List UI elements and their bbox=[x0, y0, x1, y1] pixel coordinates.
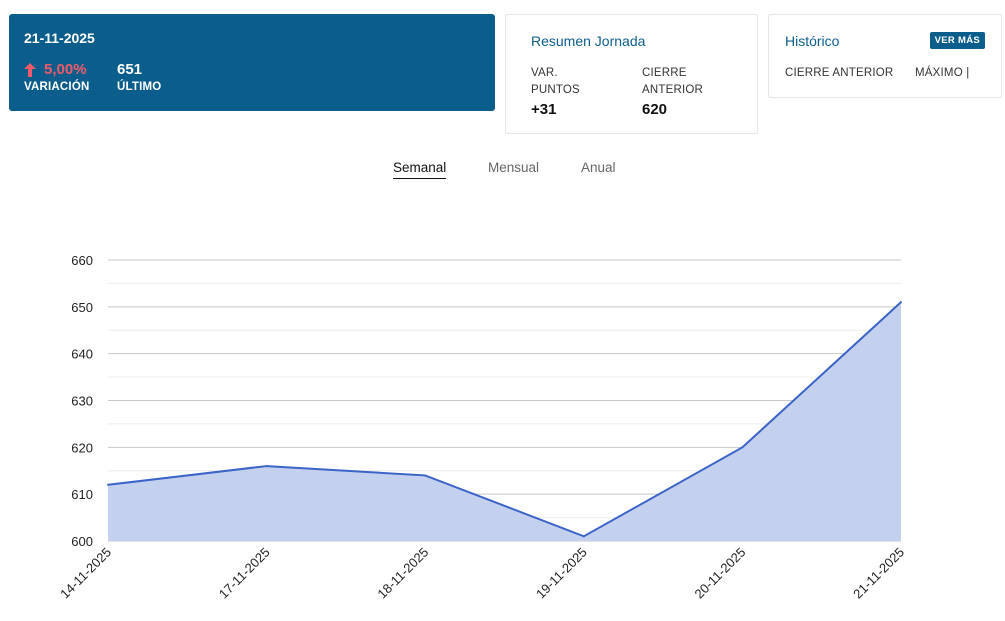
period-tabs: Semanal Mensual Anual bbox=[0, 160, 1005, 182]
x-tick-label: 14-11-2025 bbox=[57, 545, 114, 602]
change-percent: 5,00% bbox=[44, 61, 87, 78]
change-label: VARIACIÓN bbox=[24, 81, 90, 93]
y-tick-label: 620 bbox=[71, 440, 93, 455]
quote-date: 21-11-2025 bbox=[24, 30, 95, 46]
y-tick-label: 600 bbox=[71, 534, 93, 549]
var-points-label: VAR. PUNTOS bbox=[531, 67, 580, 96]
data-point bbox=[107, 483, 109, 486]
tab-monthly[interactable]: Mensual bbox=[488, 160, 540, 175]
area-fill bbox=[108, 302, 901, 541]
arrow-up-icon bbox=[24, 62, 36, 77]
quote-summary-card: 21-11-2025 5,00% VARIACIÓN 651 ÚLTIMO bbox=[9, 14, 495, 111]
data-point bbox=[265, 465, 268, 468]
last-label: ÚLTIMO bbox=[117, 81, 162, 93]
data-point bbox=[741, 446, 744, 449]
x-tick-label: 18-11-2025 bbox=[374, 545, 431, 602]
data-point bbox=[900, 301, 902, 304]
change-row: 5,00% bbox=[24, 61, 87, 78]
y-tick-label: 640 bbox=[71, 347, 93, 362]
y-tick-label: 660 bbox=[71, 253, 93, 268]
history-panel: Histórico VER MÁS CIERRE ANTERIOR MÁXIMO… bbox=[768, 14, 1002, 98]
var-points-value: +31 bbox=[531, 101, 557, 118]
x-tick-label: 20-11-2025 bbox=[692, 545, 749, 602]
history-title: Histórico bbox=[785, 33, 840, 49]
tab-yearly[interactable]: Anual bbox=[581, 160, 616, 175]
see-more-button[interactable]: VER MÁS bbox=[929, 32, 985, 49]
session-summary-title: Resumen Jornada bbox=[531, 33, 646, 49]
y-tick-label: 650 bbox=[71, 300, 93, 315]
previous-close-label: CIERRE ANTERIOR bbox=[642, 67, 704, 96]
history-max-label: MÁXIMO | bbox=[915, 67, 970, 79]
previous-close-value: 620 bbox=[642, 101, 668, 118]
x-tick-label: 17-11-2025 bbox=[216, 545, 273, 602]
x-tick-label: 21-11-2025 bbox=[850, 545, 907, 602]
tab-weekly[interactable]: Semanal bbox=[393, 160, 447, 179]
y-tick-label: 610 bbox=[71, 487, 93, 502]
last-value: 651 bbox=[117, 61, 143, 78]
session-summary-panel: Resumen Jornada VAR. PUNTOS +31 CIERRE A… bbox=[505, 14, 758, 134]
data-point bbox=[582, 535, 585, 538]
y-tick-label: 630 bbox=[71, 394, 93, 409]
series-line bbox=[107, 301, 902, 538]
history-previous-close-label: CIERRE ANTERIOR bbox=[785, 67, 894, 79]
data-point bbox=[424, 474, 427, 477]
x-tick-label: 19-11-2025 bbox=[533, 545, 590, 602]
